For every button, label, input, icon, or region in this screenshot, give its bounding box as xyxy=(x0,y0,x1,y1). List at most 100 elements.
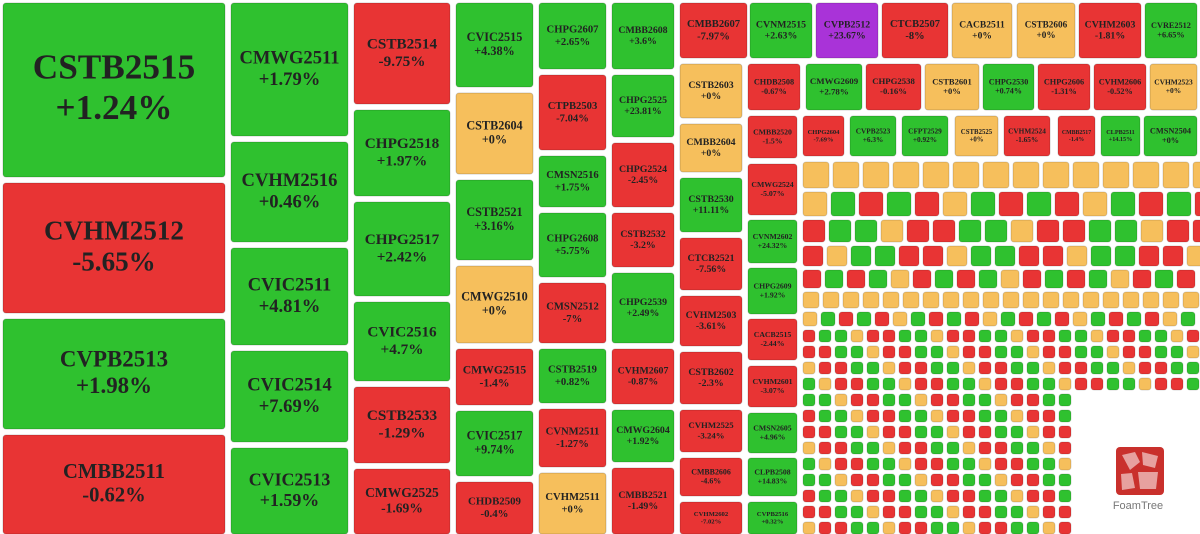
small-tile xyxy=(1018,311,1034,327)
small-tile xyxy=(1180,311,1196,327)
tile-change: -2.44% xyxy=(761,339,785,348)
small-tile xyxy=(978,489,992,503)
tile: CVHM2503-3.61% xyxy=(679,295,743,347)
tile: CHDB2509-0.4% xyxy=(455,481,534,534)
small-tile xyxy=(1138,377,1152,391)
small-tile xyxy=(1026,361,1040,375)
small-tile xyxy=(1066,245,1088,267)
tile: CMBB2517-1.4% xyxy=(1057,115,1096,157)
small-tile xyxy=(1122,377,1136,391)
small-tile xyxy=(826,245,848,267)
small-tile xyxy=(802,361,816,375)
tile-rect xyxy=(679,123,743,173)
tile-code: CVHM2603 xyxy=(1085,19,1136,30)
tile-code: CSTB2603 xyxy=(688,80,733,91)
small-tile xyxy=(1058,505,1072,519)
small-tile xyxy=(1058,393,1072,407)
tile-rect xyxy=(1003,115,1051,157)
small-tile xyxy=(890,269,910,289)
tile-code: CSTB2519 xyxy=(548,365,597,376)
small-tile xyxy=(850,473,864,487)
tile: CVHM2603-1.81% xyxy=(1078,2,1142,59)
tile-rect xyxy=(538,2,607,70)
small-tile xyxy=(1042,505,1056,519)
small-tile xyxy=(1182,291,1200,309)
tile: CFPT2529+0.92% xyxy=(901,115,949,157)
small-tile xyxy=(1022,291,1040,309)
small-tile xyxy=(834,393,848,407)
small-tile xyxy=(834,457,848,471)
tile: CLPB2508+14.83% xyxy=(747,457,798,497)
tile-rect xyxy=(747,318,798,361)
tile-code: CVIC2513 xyxy=(249,469,331,489)
small-tile xyxy=(856,311,872,327)
tile-code: CVRE2512 xyxy=(1151,21,1191,30)
small-tile xyxy=(946,361,960,375)
tile-rect xyxy=(2,2,226,178)
small-tile xyxy=(802,521,816,534)
small-tile xyxy=(1082,191,1108,217)
small-tile xyxy=(1010,441,1024,455)
small-tile xyxy=(994,409,1008,423)
small-tile xyxy=(834,425,848,439)
tile-rect xyxy=(679,177,743,233)
tile-rect xyxy=(353,2,451,105)
small-tile xyxy=(1002,291,1020,309)
tile-code: CMBB2608 xyxy=(618,25,667,36)
small-tile xyxy=(1058,377,1072,391)
small-tile xyxy=(922,161,950,189)
tile: CMBB2607-7.97% xyxy=(679,2,748,59)
small-tile xyxy=(984,219,1008,243)
tile-change: -0.67% xyxy=(761,87,786,96)
tile-rect xyxy=(353,386,451,464)
small-tile xyxy=(892,311,908,327)
small-tile xyxy=(930,505,944,519)
small-tile xyxy=(914,457,928,471)
tile-rect xyxy=(230,350,349,443)
small-tile xyxy=(1186,329,1200,343)
tile: CVHM2601-3.07% xyxy=(747,365,798,408)
small-tile xyxy=(802,245,824,267)
tile-change: +1.97% xyxy=(377,153,428,170)
small-tile xyxy=(978,425,992,439)
small-tile xyxy=(1012,161,1040,189)
small-tile xyxy=(1106,329,1120,343)
tile-change: +6.65% xyxy=(1157,30,1184,39)
small-tile xyxy=(930,377,944,391)
tile-code: CMBB2520 xyxy=(753,128,792,137)
tile-change: -4.6% xyxy=(701,477,722,486)
small-tile xyxy=(802,425,816,439)
small-tile xyxy=(1138,245,1160,267)
tile-change: +0% xyxy=(969,137,983,144)
tile-code: CHPG2606 xyxy=(1044,77,1084,86)
small-tile xyxy=(962,441,976,455)
small-tile xyxy=(882,441,896,455)
small-tile xyxy=(962,521,976,534)
small-tile xyxy=(1122,361,1136,375)
small-tile xyxy=(914,441,928,455)
small-tile xyxy=(994,489,1008,503)
small-tile xyxy=(1058,441,1072,455)
tile-change: -2.3% xyxy=(698,378,723,389)
tile-code: CMBB2511 xyxy=(63,461,165,483)
small-tile xyxy=(1010,521,1024,534)
small-tile xyxy=(964,311,980,327)
tile-rect xyxy=(679,295,743,347)
small-tile xyxy=(930,489,944,503)
small-tile xyxy=(946,377,960,391)
tile-rect xyxy=(679,351,743,405)
tile-change: -0.4% xyxy=(481,508,509,520)
tile-change: -3.24% xyxy=(698,430,725,440)
tile-change: +0% xyxy=(943,86,961,96)
tile-change: +14.83% xyxy=(758,476,788,485)
small-tile xyxy=(930,441,944,455)
tile-change: +0% xyxy=(701,148,721,159)
small-tile xyxy=(850,345,864,359)
small-tile xyxy=(994,441,1008,455)
tile-rect xyxy=(1057,115,1096,157)
tile-rect xyxy=(747,163,798,216)
small-tile xyxy=(930,425,944,439)
tile-rect xyxy=(747,412,798,454)
tile-change: -3.61% xyxy=(696,321,726,332)
small-tile xyxy=(1186,361,1200,375)
